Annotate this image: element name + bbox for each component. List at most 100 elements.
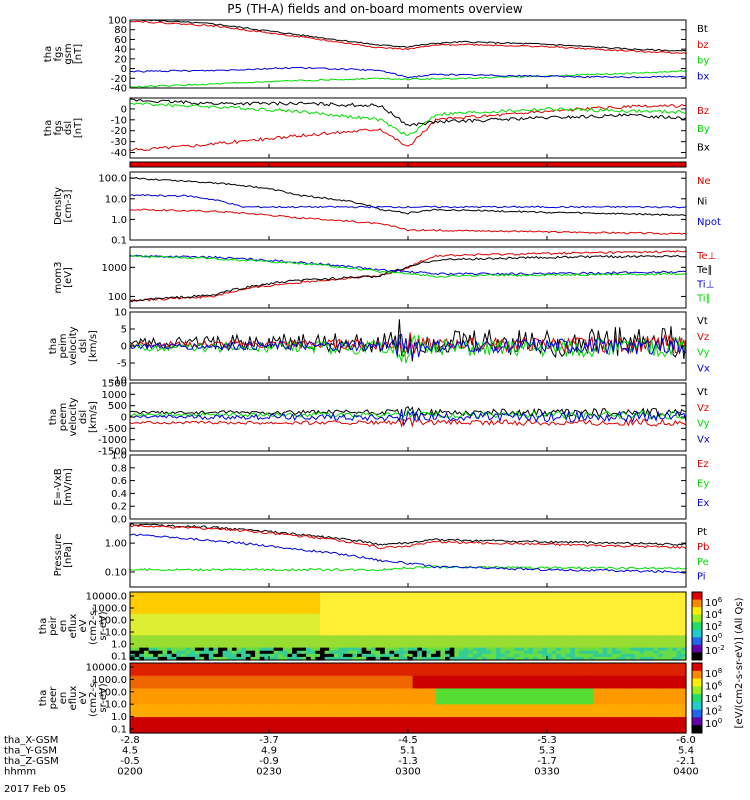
heatmap-cell [208,704,214,709]
heatmap-cell [292,672,298,677]
heatmap-cell [384,653,391,658]
heatmap-cell [273,729,279,734]
heatmap-cell [329,619,335,624]
heatmap-cell [162,726,168,731]
heatmap-cell [148,720,154,725]
heatmap-cell [306,638,312,643]
heatmap-cell [560,613,567,618]
heatmap-cell [273,669,279,674]
heatmap-cell [667,613,673,618]
heatmap-cell [255,701,261,705]
heatmap-cell [259,726,265,731]
heatmap-cell [329,635,335,639]
heatmap-cell [509,717,516,721]
heatmap-cell [602,629,608,633]
heatmap-cell [213,604,219,609]
heatmap-cell [482,610,488,615]
heatmap-cell [662,601,669,605]
heatmap-cell [194,650,201,655]
heatmap-cell [574,610,581,615]
heatmap-cell [259,669,265,674]
heatmap-cell [143,653,150,658]
heatmap-cell [301,632,307,636]
heatmap-cell [482,613,488,618]
heatmap-cell [315,698,321,702]
heatmap-cell [500,598,506,602]
heatmap-cell [375,613,381,618]
heatmap-cell [537,607,543,612]
series-line-0 [129,250,687,302]
heatmap-cell [528,641,534,646]
heatmap-cell [306,650,312,655]
heatmap-cell [338,613,344,618]
heatmap-cell [366,595,372,599]
heatmap-cell [570,635,576,639]
heatmap-cell [588,629,594,633]
heatmap-cell [301,635,307,639]
heatmap-cell [389,656,395,661]
heatmap-cell [681,650,687,655]
heatmap-cell [440,656,446,661]
y-axis-label-line: peim [58,333,69,358]
heatmap-cell [426,592,432,596]
heatmap-cell [310,666,316,670]
heatmap-cell [514,682,520,686]
heatmap-cell [194,595,201,599]
heatmap-cell [505,729,511,734]
heatmap-cell [282,675,289,680]
heatmap-cell [157,704,164,709]
heatmap-cell [278,675,284,680]
heatmap-cell [315,629,321,633]
heatmap-cell [408,669,414,674]
heatmap-cell [648,607,655,612]
heatmap-cell [667,653,673,658]
heatmap-cell [389,710,395,715]
heatmap-cell [375,601,381,605]
heatmap-cell [496,688,502,693]
heatmap-cell [352,717,358,721]
heatmap-cell [269,622,275,627]
heatmap-cell [134,598,140,602]
heatmap-cell [333,678,340,683]
heatmap-cell [241,701,247,705]
heatmap-cell [551,675,557,680]
heatmap-cell [162,682,168,686]
heatmap-cell [500,675,506,680]
heatmap-cell [579,656,585,661]
heatmap-cell [236,729,242,734]
heatmap-cell [213,650,219,655]
heatmap-cell [231,647,238,652]
heatmap-cell [621,613,627,618]
heatmap-cell [533,694,539,699]
heatmap-cell [477,641,483,646]
heatmap-cell [607,635,613,639]
heatmap-cell [491,717,497,721]
heatmap-cell [389,707,395,712]
heatmap-cell [551,613,557,618]
heatmap-cell [482,682,488,686]
heatmap-cell [162,598,168,602]
heatmap-cell [361,638,367,643]
heatmap-cell [408,607,414,612]
heatmap-cell [412,610,418,615]
heatmap-cell [250,675,256,680]
heatmap-cell [241,619,247,624]
heatmap-cell [236,610,242,615]
heatmap-cell [421,675,428,680]
heatmap-cell [491,650,497,655]
heatmap-cell [398,619,404,624]
heatmap-cell [417,598,423,602]
heatmap-cell [389,632,395,636]
heatmap-cell [681,644,687,649]
heatmap-cell [648,595,655,599]
heatmap-cell [194,607,201,612]
heatmap-cell [301,653,307,658]
heatmap-cell [315,713,321,718]
heatmap-cell [333,717,340,721]
heatmap-cell [570,701,576,705]
y-tick-label: -500 [104,424,127,435]
heatmap-cell [269,607,275,612]
heatmap-cell [445,663,451,667]
heatmap-cell [380,610,386,615]
heatmap-cell [134,610,140,615]
